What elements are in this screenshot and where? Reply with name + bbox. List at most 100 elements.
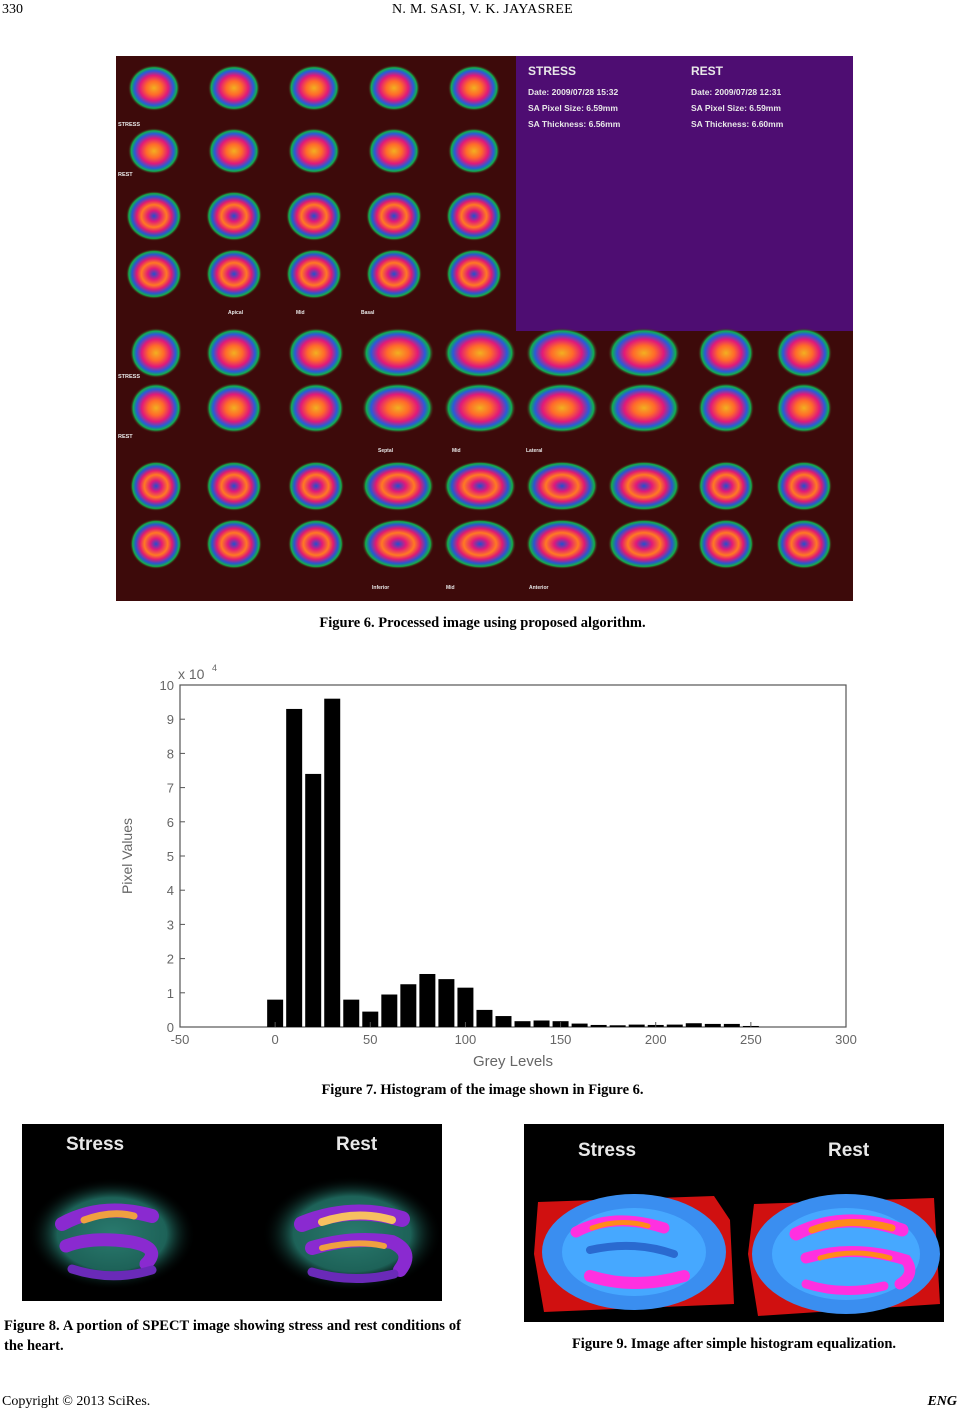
y-tick-label: 0 [167,1020,174,1035]
long-axis-slice [130,461,182,511]
short-axis-slice [128,65,180,111]
stress-pixel-size: SA Pixel Size: 6.59mm [528,103,618,113]
row-label: STRESS [118,122,140,128]
y-scale-label: x 10 [178,666,205,682]
row-label: REST [118,172,133,178]
axis-label-mid: Mid [446,585,455,591]
figure-9-image: Stress Rest [524,1124,944,1322]
long-axis-slice [130,519,182,569]
short-axis-slice [288,128,340,174]
histogram-bar [267,999,284,1027]
footer-journal: ENG [927,1394,957,1409]
long-axis-slice [362,328,434,378]
short-axis-slice [368,128,420,174]
short-axis-slice [366,191,422,241]
long-axis-slice [608,383,680,433]
short-axis-slice [128,128,180,174]
x-tick-label: 50 [363,1032,377,1047]
long-axis-slice [362,383,434,433]
histogram-bar [571,1023,588,1027]
histogram-bar [514,1021,531,1027]
stress-label: Stress [66,1134,124,1155]
y-tick-label: 8 [167,746,174,761]
long-axis-slice [776,328,832,378]
long-axis-slice [444,383,516,433]
rest-date: Date: 2009/07/28 12:31 [691,87,782,97]
long-axis-slice [444,328,516,378]
rest-label: Rest [336,1134,378,1155]
long-axis-slice [776,519,832,569]
histogram-bar [723,1023,740,1027]
y-tick-label: 5 [167,849,174,864]
stress-title: STRESS [528,64,576,78]
x-tick-label: -50 [171,1032,190,1047]
short-axis-slice [208,128,260,174]
histogram-bar [305,773,322,1027]
rest-thickness: SA Thickness: 6.60mm [691,119,784,129]
long-axis-slice [698,328,754,378]
histogram-bar [381,994,398,1027]
histogram-bar [438,979,455,1027]
y-tick-label: 2 [167,952,174,967]
long-axis-slice [130,328,182,378]
long-axis-slice [288,328,344,378]
axis-label-apical: Apical [228,310,244,316]
histogram-bar [362,1011,379,1027]
running-header-authors: N. M. SASI, V. K. JAYASREE [391,2,574,17]
y-tick-label: 4 [167,883,174,898]
axis-label-mid: Mid [296,310,305,316]
stress-heart-slice [28,1178,196,1290]
short-axis-slice [446,191,502,241]
short-axis-slice [286,249,342,299]
short-axis-slice [126,191,182,241]
y-tick-label: 9 [167,712,174,727]
axis-label-septal: Septal [378,448,394,454]
short-axis-slice [366,249,422,299]
short-axis-slice [448,65,500,111]
figure-6-caption: Figure 6. Processed image using proposed… [319,615,646,631]
short-axis-slice [448,128,500,174]
histogram-bar [324,698,341,1027]
rest-pixel-size: SA Pixel Size: 6.59mm [691,103,781,113]
histogram-bar [590,1024,607,1027]
histogram-bar [628,1024,645,1027]
y-tick-label: 7 [167,781,174,796]
long-axis-slice [288,461,344,511]
long-axis-slice [206,383,262,433]
stress-thickness: SA Thickness: 6.56mm [528,119,621,129]
histogram-bar [286,708,303,1027]
row-label: STRESS [118,374,140,380]
histogram-bar [533,1020,550,1027]
x-tick-label: 100 [455,1032,477,1047]
long-axis-slice [776,383,832,433]
long-axis-slice [526,519,598,569]
long-axis-slice [608,461,680,511]
short-axis-slice [206,249,262,299]
axis-label-mid: Mid [452,448,461,454]
y-tick-label: 10 [160,678,174,693]
short-axis-slice [368,65,420,111]
stress-date: Date: 2009/07/28 15:32 [528,87,619,97]
histogram-bar [495,1016,512,1027]
x-tick-label: 200 [645,1032,667,1047]
page-number: 330 [2,2,23,17]
long-axis-slice [206,461,262,511]
short-axis-slice [286,191,342,241]
x-tick-label: 250 [740,1032,762,1047]
footer-copyright: Copyright © 2013 SciRes. [2,1394,151,1409]
histogram-bar [343,999,360,1027]
long-axis-slice [526,328,598,378]
histogram-bar [400,984,417,1027]
axis-label-lateral: Lateral [526,448,543,454]
long-axis-slice [698,461,754,511]
rest-equalized-slice [748,1194,940,1316]
histogram-bar [666,1024,683,1027]
short-axis-slice [288,65,340,111]
short-axis-slice [126,249,182,299]
short-axis-slice [446,249,502,299]
long-axis-slice [288,519,344,569]
histogram-bar [457,987,474,1027]
rest-heart-slice [262,1176,442,1292]
figure-8-image: Stress Rest [22,1124,442,1301]
